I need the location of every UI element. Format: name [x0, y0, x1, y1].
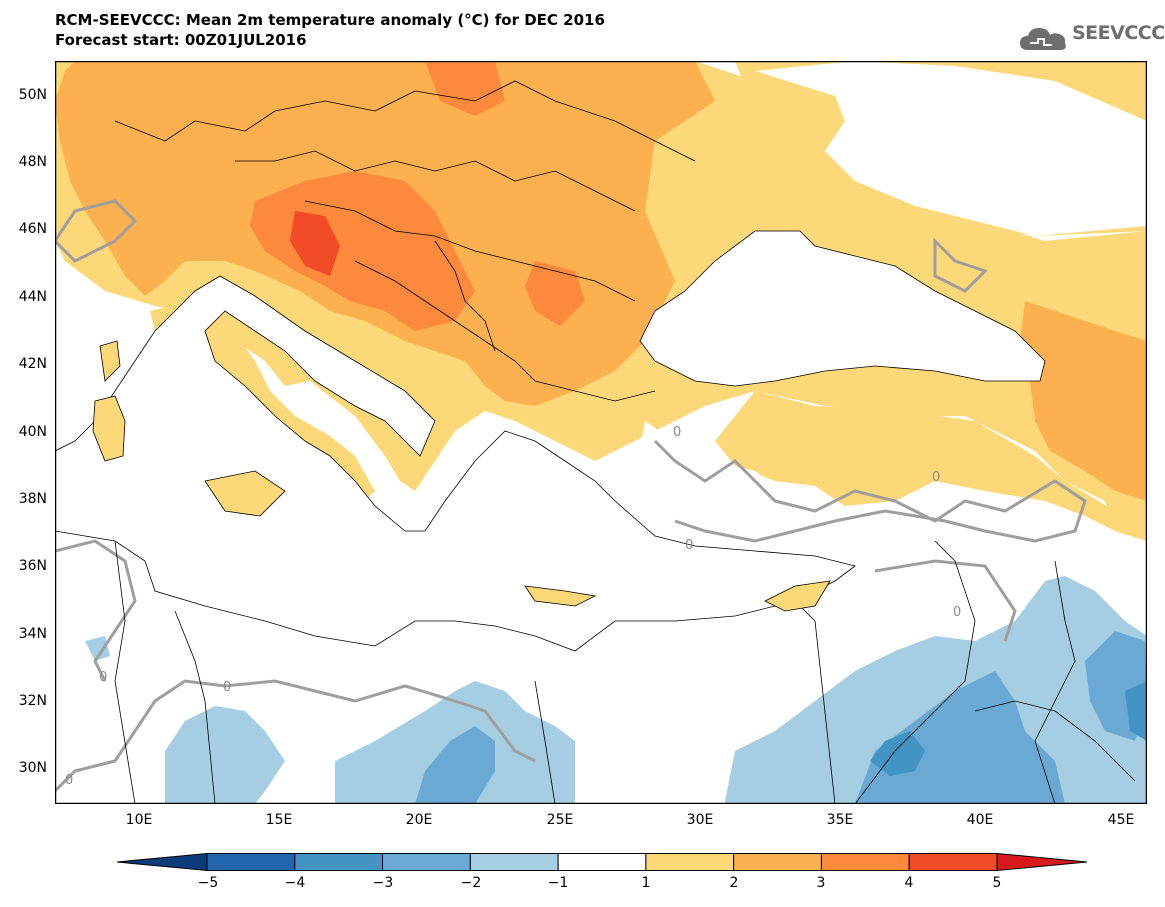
sardinia: [92, 395, 126, 462]
colorbar-label: −4: [284, 875, 306, 891]
colorbar-label: −1: [547, 875, 569, 891]
white-gap-russia: [755, 61, 1147, 236]
temperature-anomaly-map: 0 0 0 0 0 0 0: [55, 61, 1147, 804]
lat-label: 48N: [18, 154, 47, 170]
colorbar-segment: [382, 853, 471, 871]
colorbar-segment: [645, 853, 735, 871]
lat-label: 38N: [18, 491, 47, 507]
lat-label: 32N: [18, 693, 47, 709]
contour-label: 0: [223, 680, 231, 695]
lon-label: 10E: [125, 812, 153, 828]
colorbar-label: 3: [816, 875, 826, 891]
seevccc-logo: SEEVCCC: [1018, 20, 1165, 56]
lon-label: 15E: [265, 812, 293, 828]
logo-text: SEEVCCC: [1072, 22, 1165, 44]
lon-label: 30E: [686, 812, 714, 828]
anomaly-region-minus-1-2-small: [85, 636, 110, 661]
country-borders: [114, 80, 1136, 804]
lat-label: 46N: [18, 221, 47, 237]
colorbar-label: −2: [460, 875, 482, 891]
anomaly-region-2-3-east: [1020, 301, 1147, 501]
colorbar-label: −3: [372, 875, 394, 891]
lat-label: 34N: [18, 626, 47, 642]
crete: [524, 585, 597, 607]
title-line-2: Forecast start: 00Z01JUL2016: [55, 31, 307, 49]
sicily: [204, 470, 286, 517]
lon-label: 20E: [405, 812, 433, 828]
zero-contour-left: [55, 199, 138, 263]
zero-contours: [55, 199, 1087, 793]
lat-label: 50N: [18, 87, 47, 103]
colorbar-segment: [996, 852, 1087, 872]
colorbar-segment: [820, 853, 910, 871]
contour-labels: 0 0 0 0 0 0 0: [65, 425, 961, 788]
lon-label: 40E: [966, 812, 994, 828]
colorbar: [117, 852, 1087, 872]
anomaly-region-3-4: [250, 171, 475, 331]
mediterranean-sea: [55, 275, 856, 652]
black-sea: [639, 230, 1046, 387]
islands: [92, 340, 831, 612]
colorbar-label: −5: [197, 875, 219, 891]
lat-label: 40N: [18, 424, 47, 440]
colorbar-label: 2: [729, 875, 739, 891]
map-border: [55, 61, 1147, 804]
contour-label: 0: [99, 670, 107, 685]
cloud-icon: [1020, 28, 1066, 50]
zero-contour-syria: [874, 559, 1017, 642]
colorbar-segment: [206, 853, 296, 871]
lat-label: 44N: [18, 289, 47, 305]
white-gap-anatolia: [635, 421, 1105, 551]
colorbar-segment: [469, 853, 559, 871]
lon-label: 45E: [1107, 812, 1135, 828]
contour-label: 0: [953, 605, 961, 620]
contour-label: 0: [685, 538, 693, 553]
anomaly-region-1-2-anatolia: [715, 391, 1147, 541]
lon-label: 25E: [546, 812, 574, 828]
anomaly-region-3-4-bulgaria: [525, 261, 585, 326]
lat-label: 42N: [18, 356, 47, 372]
zero-contour-west: [55, 539, 137, 682]
corsica: [99, 340, 121, 382]
colorbar-segment: [294, 853, 384, 871]
lat-label: 30N: [18, 760, 47, 776]
contour-label: 0: [932, 470, 940, 485]
anomaly-region-minus-1-2-levant: [725, 576, 1147, 804]
anomaly-region-minus-3-4-east: [1125, 681, 1147, 741]
anomaly-region-4-5: [290, 211, 340, 276]
title-line-1: RCM-SEEVCCC: Mean 2m temperature anomaly…: [55, 11, 605, 29]
colorbar-label: 5: [992, 875, 1002, 891]
lon-label: 35E: [826, 812, 854, 828]
anomaly-region-3-4-north: [425, 61, 505, 116]
colorbar-segment: [557, 853, 647, 871]
colorbar-label: 4: [904, 875, 914, 891]
lat-label: 36N: [18, 558, 47, 574]
colorbar-segment: [908, 853, 998, 871]
zero-contour-africa: [55, 679, 536, 793]
zero-contour-north: [933, 237, 988, 293]
anomaly-region-minus-1-2-tunisia: [165, 706, 285, 804]
zero-contour-turkey: [653, 439, 1087, 543]
colorbar-label: 1: [641, 875, 651, 891]
anomaly-region-minus-3-4: [870, 731, 925, 776]
colorbar-segment: [733, 853, 822, 871]
contour-label: 0: [673, 425, 681, 440]
contour-label: 0: [65, 773, 73, 788]
colorbar-segment: [117, 852, 208, 872]
anomaly-region-minus-2-3-libya: [415, 726, 495, 804]
chart-title: RCM-SEEVCCC: Mean 2m temperature anomaly…: [55, 10, 605, 50]
cyprus: [764, 580, 831, 612]
